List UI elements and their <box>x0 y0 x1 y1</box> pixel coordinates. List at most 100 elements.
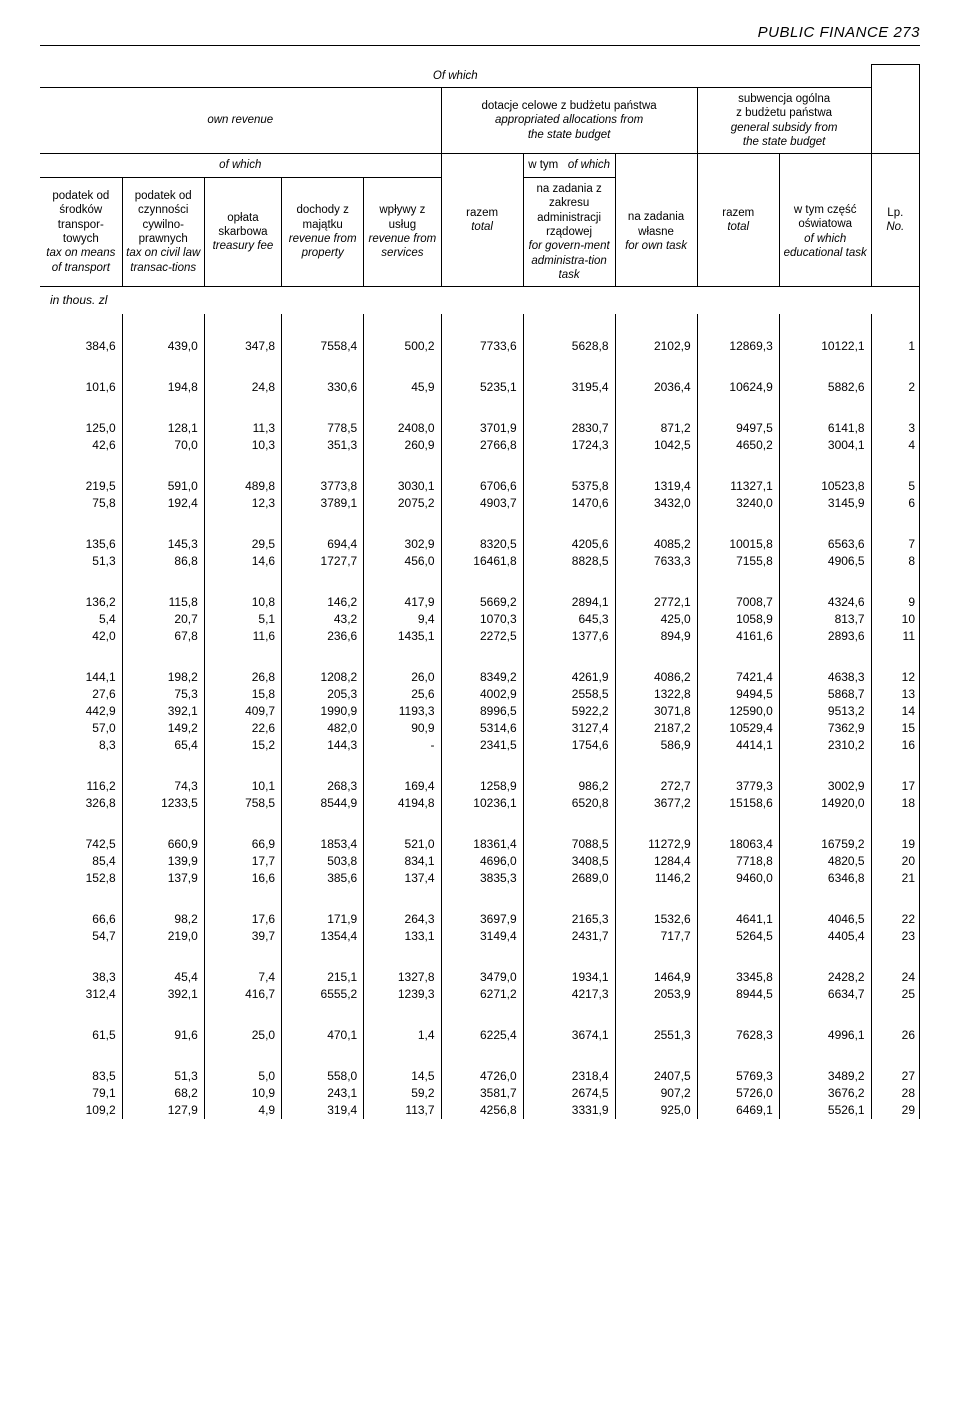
table-row: 136,2115,810,8146,2417,95669,22894,12772… <box>40 594 920 611</box>
cell: 14,5 <box>364 1068 441 1085</box>
cell: 1934,1 <box>523 969 615 986</box>
cell: 9,4 <box>364 611 441 628</box>
table-row: 75,8192,412,33789,12075,24903,71470,6343… <box>40 495 920 512</box>
cell: 1354,4 <box>282 928 364 945</box>
table-row: 101,6194,824,8330,645,95235,13195,42036,… <box>40 379 920 396</box>
cell: 236,6 <box>282 628 364 645</box>
cell: 5375,8 <box>523 478 615 495</box>
cell: 146,2 <box>282 594 364 611</box>
cell: 3145,9 <box>779 495 871 512</box>
cell: 586,9 <box>615 737 697 754</box>
hdr-spacer1 <box>615 154 697 177</box>
cell: 645,3 <box>523 611 615 628</box>
cell: 439,0 <box>122 338 204 355</box>
cell: 85,4 <box>40 853 122 870</box>
table-row: 51,386,814,61727,7456,016461,88828,57633… <box>40 553 920 570</box>
cell: 127,9 <box>122 1102 204 1119</box>
cell: 4161,6 <box>697 628 779 645</box>
cell: 3479,0 <box>441 969 523 986</box>
cell: 66,9 <box>204 836 281 853</box>
cell: 98,2 <box>122 911 204 928</box>
cell: 1532,6 <box>615 911 697 928</box>
cell: 22,6 <box>204 720 281 737</box>
cell: 51,3 <box>40 553 122 570</box>
cell: 4,9 <box>204 1102 281 1119</box>
cell: 813,7 <box>779 611 871 628</box>
cell: 149,2 <box>122 720 204 737</box>
cell: 1327,8 <box>364 969 441 986</box>
cell: 470,1 <box>282 1027 364 1044</box>
cell: 425,0 <box>615 611 697 628</box>
cell: 7733,6 <box>441 338 523 355</box>
cell: 2894,1 <box>523 594 615 611</box>
cell: 91,6 <box>122 1027 204 1044</box>
cell: 9497,5 <box>697 420 779 437</box>
cell: 39,7 <box>204 928 281 945</box>
table-row: 54,7219,039,71354,4133,13149,42431,7717,… <box>40 928 920 945</box>
cell: 152,8 <box>40 870 122 887</box>
cell: 18063,4 <box>697 836 779 853</box>
cell: 7008,7 <box>697 594 779 611</box>
cell: 2 <box>871 379 919 396</box>
cell: 59,2 <box>364 1085 441 1102</box>
group-gap <box>40 454 920 478</box>
cell: 9494,5 <box>697 686 779 703</box>
cell: 65,4 <box>122 737 204 754</box>
cell: 2318,4 <box>523 1068 615 1085</box>
table-row: 66,698,217,6171,9264,33697,92165,31532,6… <box>40 911 920 928</box>
table-row: 5,420,75,143,29,41070,3645,3425,01058,98… <box>40 611 920 628</box>
cell: 4726,0 <box>441 1068 523 1085</box>
group-gap <box>40 355 920 379</box>
cell: 11272,9 <box>615 836 697 853</box>
cell: 125,0 <box>40 420 122 437</box>
group-gap <box>40 1003 920 1027</box>
cell: 2431,7 <box>523 928 615 945</box>
cell: 326,8 <box>40 795 122 812</box>
cell: 1193,3 <box>364 703 441 720</box>
hdr-razem1: razemtotal <box>441 154 523 287</box>
cell: 717,7 <box>615 928 697 945</box>
cell: 521,0 <box>364 836 441 853</box>
cell: 392,1 <box>122 986 204 1003</box>
cell: 20,7 <box>122 611 204 628</box>
cell: 139,9 <box>122 853 204 870</box>
group-gap <box>40 645 920 669</box>
cell: 3779,3 <box>697 778 779 795</box>
cell: 4820,5 <box>779 853 871 870</box>
cell: 456,0 <box>364 553 441 570</box>
cell: 9460,0 <box>697 870 779 887</box>
page: PUBLIC FINANCE 273 Of which own revenue … <box>0 0 960 1159</box>
cell: 90,9 <box>364 720 441 737</box>
cell: 8349,2 <box>441 669 523 686</box>
cell: 4002,9 <box>441 686 523 703</box>
table-row: 384,6439,0347,87558,4500,27733,65628,821… <box>40 338 920 355</box>
cell: 10 <box>871 611 919 628</box>
cell: 1258,9 <box>441 778 523 795</box>
cell: 7633,3 <box>615 553 697 570</box>
hdr-w-tym: w tym of which <box>523 154 615 177</box>
cell: 3676,2 <box>779 1085 871 1102</box>
cell: 6469,1 <box>697 1102 779 1119</box>
cell: 758,5 <box>204 795 281 812</box>
cell: 67,8 <box>122 628 204 645</box>
cell: 137,9 <box>122 870 204 887</box>
page-header: PUBLIC FINANCE 273 <box>40 24 920 46</box>
cell: 6555,2 <box>282 986 364 1003</box>
cell: 1146,2 <box>615 870 697 887</box>
cell: 1853,4 <box>282 836 364 853</box>
cell: 1,4 <box>364 1027 441 1044</box>
cell: 2341,5 <box>441 737 523 754</box>
cell: 742,5 <box>40 836 122 853</box>
cell: 133,1 <box>364 928 441 945</box>
cell: 6634,7 <box>779 986 871 1003</box>
group-gap <box>40 396 920 420</box>
cell: 2187,2 <box>615 720 697 737</box>
group-gap <box>40 1044 920 1068</box>
cell: 10,1 <box>204 778 281 795</box>
cell: 101,6 <box>40 379 122 396</box>
cell: 3004,1 <box>779 437 871 454</box>
hdr-c5: wpływy z usługrevenue from services <box>364 177 441 287</box>
cell: - <box>364 737 441 754</box>
cell: 128,1 <box>122 420 204 437</box>
cell: 489,8 <box>204 478 281 495</box>
